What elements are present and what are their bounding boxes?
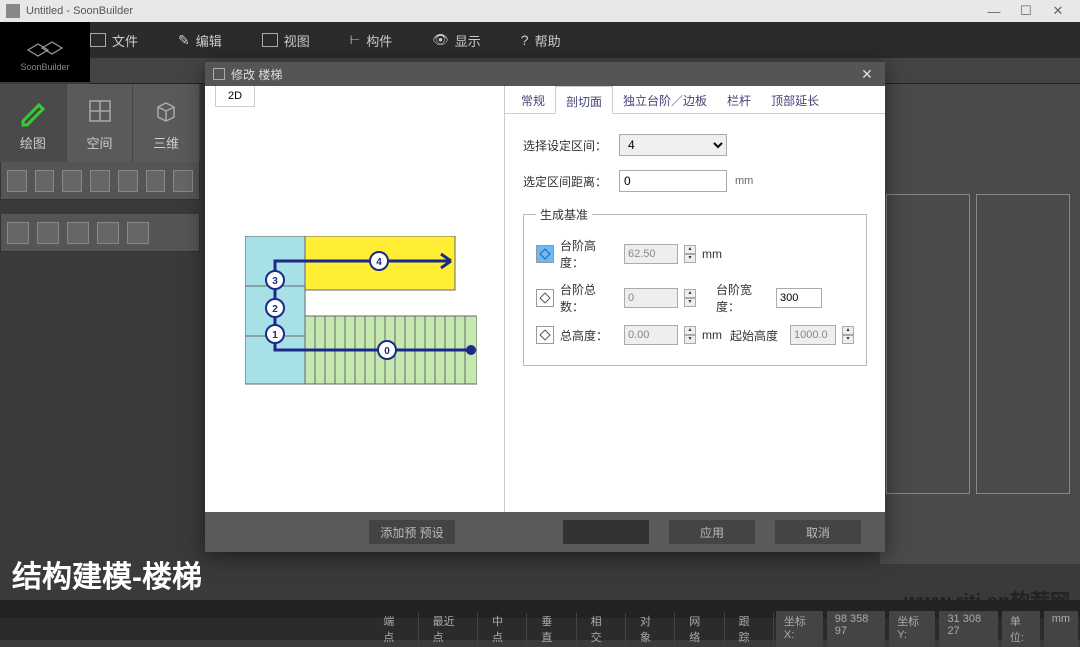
- dialog-preview: 2D 0 1 2: [205, 86, 505, 512]
- tool-btn[interactable]: [90, 170, 110, 192]
- radio-total-height[interactable]: [536, 326, 554, 344]
- svg-text:3: 3: [272, 276, 278, 287]
- sel-region-select[interactable]: 4: [619, 134, 727, 156]
- total-height-input[interactable]: [624, 325, 678, 345]
- tool-btn[interactable]: [146, 170, 166, 192]
- tool-btn[interactable]: [173, 170, 193, 192]
- tab-section[interactable]: 剖切面: [555, 86, 613, 114]
- stair-diagram: 0 1 2 3 4: [245, 236, 477, 386]
- dialog-tabs: 常规 剖切面 独立台阶／边板 栏杆 顶部延长: [505, 86, 885, 114]
- tool-btn[interactable]: [62, 170, 82, 192]
- svg-text:1: 1: [272, 330, 278, 341]
- tool-btn[interactable]: [35, 170, 55, 192]
- tool-btn[interactable]: [7, 222, 29, 244]
- snap-inter[interactable]: 相交: [577, 613, 626, 645]
- tool-btn[interactable]: [7, 170, 27, 192]
- menu-edit[interactable]: ✎编辑: [178, 31, 222, 50]
- menu-view[interactable]: 视图: [262, 31, 310, 50]
- dialog-title: 修改 楼梯: [231, 66, 282, 83]
- tab-space[interactable]: 空间: [67, 84, 134, 162]
- snap-endpoint[interactable]: 端点: [369, 613, 418, 645]
- menu-help[interactable]: ?帮助: [521, 31, 561, 50]
- snap-obj[interactable]: 对象: [626, 613, 675, 645]
- close-button[interactable]: ✕: [1042, 3, 1074, 19]
- tool-row-1: [0, 162, 200, 200]
- menu-display[interactable]: 👁显示: [432, 31, 481, 50]
- add-preset-button[interactable]: 添加预 预设: [369, 520, 455, 544]
- dialog-form: 常规 剖切面 独立台阶／边板 栏杆 顶部延长 选择设定区间： 4 选定区间距离：…: [505, 86, 885, 512]
- confirm-button[interactable]: [563, 520, 649, 544]
- app-icon: [6, 4, 20, 18]
- tool-btn[interactable]: [97, 222, 119, 244]
- statusbar: 端点 最近点 中点 垂直 相交 对象 网络 跟踪 坐标 X: 98 358 97…: [0, 618, 1080, 640]
- tab-extend[interactable]: 顶部延长: [761, 86, 829, 113]
- coord-x-label: 坐标 X:: [776, 611, 823, 647]
- snap-nearest[interactable]: 最近点: [419, 613, 478, 645]
- spin-down[interactable]: ▾: [684, 254, 696, 263]
- maximize-button[interactable]: ☐: [1010, 3, 1042, 19]
- gen-basis-fieldset: 生成基准 台阶高度： ▴▾ mm 台阶总数： ▴▾ 台阶宽度：: [523, 206, 867, 366]
- start-height-input[interactable]: [790, 325, 836, 345]
- svg-text:2: 2: [272, 304, 278, 315]
- dialog-close-button[interactable]: ✕: [857, 66, 877, 83]
- tool-btn[interactable]: [127, 222, 149, 244]
- window-title: Untitled - SoonBuilder: [26, 5, 133, 17]
- tab-3d[interactable]: 三维: [133, 84, 200, 162]
- svg-text:4: 4: [376, 257, 382, 268]
- spin-up[interactable]: ▴: [684, 245, 696, 254]
- tool-row-2: [0, 214, 200, 252]
- coord-x: 98 358 97: [827, 611, 885, 647]
- gen-basis-legend: 生成基准: [536, 206, 592, 223]
- svg-text:0: 0: [384, 346, 390, 357]
- tool-btn[interactable]: [67, 222, 89, 244]
- app-logo: SoonBuilder: [0, 22, 90, 82]
- titlebar: Untitled - SoonBuilder — ☐ ✕: [0, 0, 1080, 22]
- radio-step-count[interactable]: [536, 289, 554, 307]
- menu-member[interactable]: ⊢构件: [350, 31, 392, 50]
- tab-riser[interactable]: 独立台阶／边板: [613, 86, 717, 113]
- unit-value: mm: [1044, 611, 1078, 647]
- overlay-caption: 结构建模-楼梯: [12, 552, 202, 596]
- tab-draw[interactable]: 绘图: [0, 84, 67, 162]
- step-height-input[interactable]: [624, 244, 678, 264]
- snap-perp[interactable]: 垂直: [527, 613, 576, 645]
- dialog-titlebar: 修改 楼梯 ✕: [205, 62, 885, 86]
- apply-button[interactable]: 应用: [669, 520, 755, 544]
- region-dist-input[interactable]: [619, 170, 727, 192]
- region-dist-label: 选定区间距离：: [523, 173, 611, 190]
- logo-text: SoonBuilder: [20, 62, 69, 72]
- snap-grid[interactable]: 网络: [675, 613, 724, 645]
- step-width-input[interactable]: [776, 288, 822, 308]
- radio-step-height[interactable]: [536, 245, 554, 263]
- unit-label: 单位:: [1002, 611, 1040, 647]
- step-count-input[interactable]: [624, 288, 678, 308]
- tab-rail[interactable]: 栏杆: [717, 86, 761, 113]
- tab-general[interactable]: 常规: [511, 86, 555, 113]
- menubar: 文件 ✎编辑 视图 ⊢构件 👁显示 ?帮助: [0, 22, 1080, 58]
- tool-btn[interactable]: [37, 222, 59, 244]
- snap-mid[interactable]: 中点: [478, 613, 527, 645]
- dialog-footer: 添加预 预设 应用 取消: [205, 512, 885, 552]
- stair-dialog: 修改 楼梯 ✕ 2D: [205, 62, 885, 552]
- tab-2d[interactable]: 2D: [215, 86, 255, 107]
- tool-tabs: 绘图 空间 三维: [0, 84, 200, 162]
- snap-track[interactable]: 跟踪: [725, 613, 774, 645]
- coord-y: 31 308 27: [939, 611, 997, 647]
- sel-region-label: 选择设定区间：: [523, 137, 611, 154]
- tool-btn[interactable]: [118, 170, 138, 192]
- cancel-button[interactable]: 取消: [775, 520, 861, 544]
- minimize-button[interactable]: —: [978, 4, 1010, 19]
- menu-file[interactable]: 文件: [90, 31, 138, 50]
- left-panel: 绘图 空间 三维: [0, 84, 200, 252]
- canvas-area: [880, 84, 1080, 564]
- coord-y-label: 坐标 Y:: [889, 611, 935, 647]
